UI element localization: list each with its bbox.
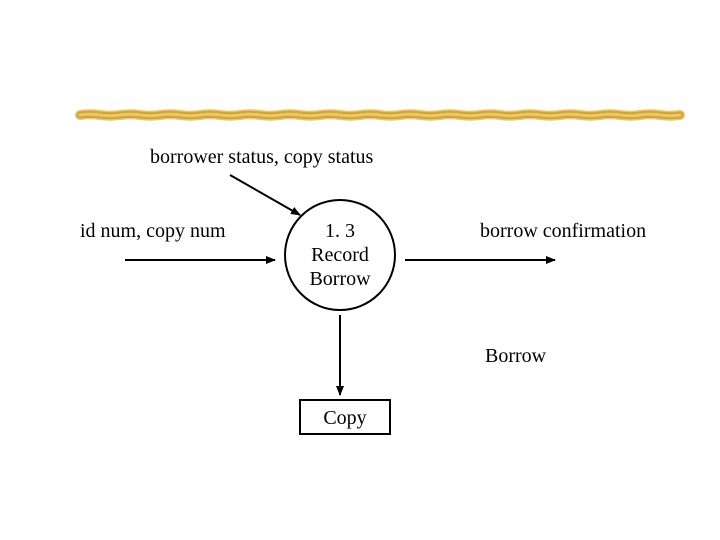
dfd-diagram: 1. 3 Record Borrow borrower status, copy… — [0, 0, 720, 540]
process-line3: Borrow — [309, 268, 371, 290]
datastore-copy-label: Copy — [323, 407, 366, 429]
process-line1: 1. 3 — [325, 220, 355, 242]
datastore-borrow-label: Borrow — [485, 345, 547, 367]
label-id-num: id num, copy num — [80, 220, 226, 242]
process-line2: Record — [311, 244, 369, 266]
arrow-status-in — [230, 175, 300, 215]
divider-stroke — [80, 114, 680, 115]
label-borrower-status: borrower status, copy status — [150, 146, 374, 168]
label-borrow-confirm: borrow confirmation — [480, 220, 646, 242]
